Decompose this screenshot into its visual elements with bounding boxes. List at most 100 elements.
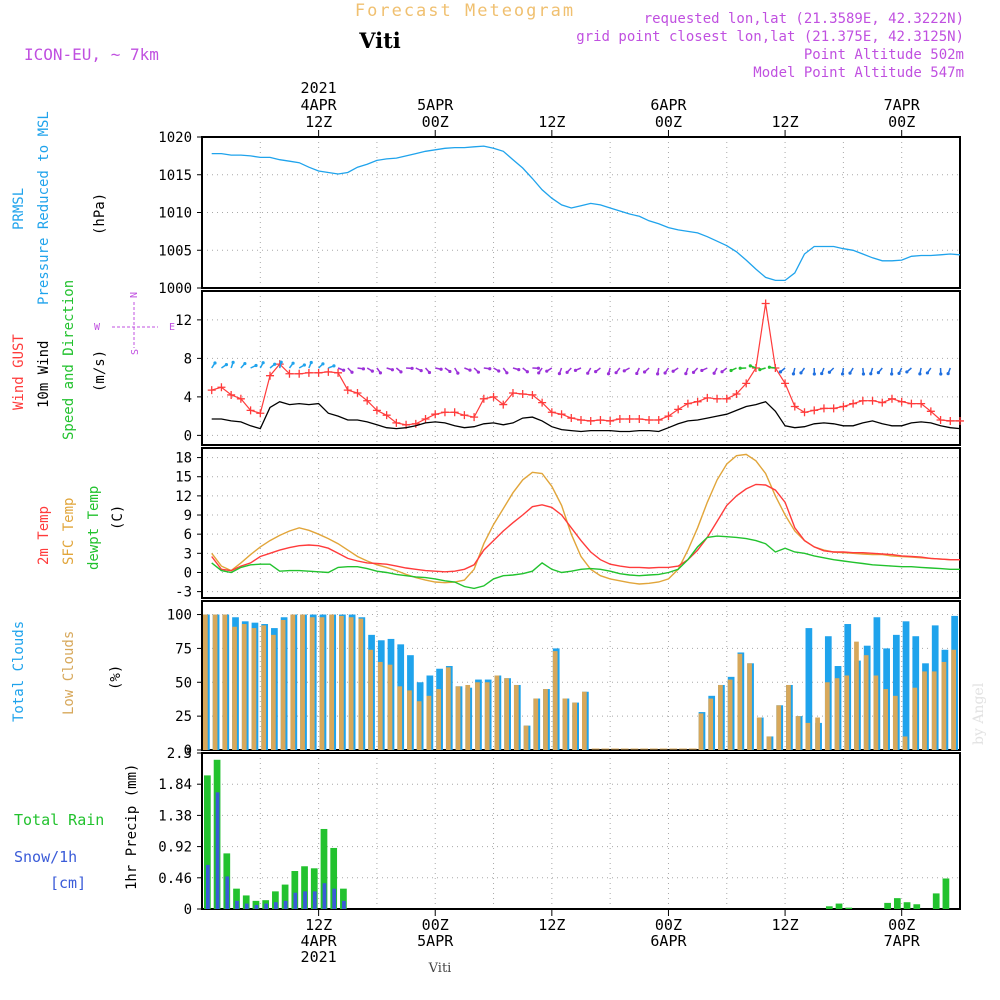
gust-marker — [508, 389, 517, 398]
temperature-ytick-label: -3 — [175, 585, 192, 601]
wind-10m-line — [211, 400, 961, 433]
wind-direction-arrowhead — [231, 360, 235, 364]
gust-marker — [722, 394, 731, 403]
low-cloud-bar — [212, 614, 218, 750]
clouds-ytick-label: 75 — [175, 641, 192, 657]
low-cloud-bar — [319, 617, 325, 750]
plot-layer: 1000100510101015102004812-30369121518025… — [158, 79, 964, 966]
snow-bar — [244, 903, 249, 909]
wind-direction-arrowhead — [918, 372, 922, 376]
low-cloud-bar — [854, 641, 859, 750]
rain-bar — [310, 868, 318, 909]
gust-marker — [810, 406, 819, 415]
wind-direction-arrowhead — [545, 369, 549, 373]
wind-direction-arrowhead — [517, 368, 521, 372]
low-cloud-bar — [863, 655, 869, 750]
wind-direction-arrowhead — [448, 369, 452, 374]
snow-bar — [215, 792, 220, 909]
snow-bar — [206, 864, 210, 909]
low-cloud-bar — [824, 682, 830, 750]
low-cloud-bar — [805, 722, 811, 750]
wind-direction-arrowhead — [848, 371, 852, 375]
top-xtick-label: 2021 — [301, 79, 337, 97]
gust-marker — [849, 399, 858, 408]
gust-marker — [479, 394, 488, 403]
pressure-panel-labels: PRMSL Pressure Reduced to MSL (hPa) — [11, 111, 108, 305]
bottom-xtick-label: 5APR — [417, 932, 454, 950]
snow-bar — [342, 900, 346, 909]
wind-ytick-label: 8 — [184, 351, 192, 367]
top-xtick-label: 12Z — [772, 113, 799, 131]
wind-direction-arrowhead — [642, 370, 647, 374]
clouds-ytick-label: 50 — [175, 675, 192, 691]
gust-marker — [868, 396, 877, 405]
watermark: by Angel — [971, 682, 987, 745]
wind-direction-arrowhead — [738, 366, 742, 370]
sfc-temp-label: SFC Temp — [61, 498, 77, 565]
rain-bar — [272, 891, 279, 909]
low-cloud-bar — [397, 686, 403, 750]
top-xtick-label: 7APR — [884, 96, 921, 114]
top-xtick-label: 5APR — [417, 96, 454, 114]
gust-marker — [295, 369, 304, 378]
low-cloud-bar — [494, 675, 500, 750]
gust-marker — [878, 398, 887, 407]
wind-direction-arrowhead — [791, 372, 796, 376]
low-cloud-bar — [339, 615, 344, 750]
low-cloud-bar — [912, 687, 918, 750]
low-cloud-bar — [416, 701, 422, 750]
gust-marker — [411, 419, 420, 428]
wind-direction-arrowhead — [758, 368, 762, 372]
rain-bar — [330, 847, 338, 909]
gust-marker — [742, 379, 751, 388]
top-xtick-label: 00Z — [888, 113, 915, 131]
pressure-unit: (hPa) — [92, 193, 108, 235]
gust-marker — [431, 410, 440, 419]
low-cloud-bar — [445, 667, 451, 750]
rain-bar — [825, 906, 833, 909]
precip-ytick-label: 2.3 — [167, 746, 192, 762]
gust-marker — [664, 412, 673, 421]
wind-direction-arrowhead — [456, 371, 460, 375]
snow-bar — [312, 891, 317, 909]
snow-bar — [283, 900, 288, 909]
low-cloud-bar — [815, 717, 820, 750]
gust-marker — [266, 371, 275, 380]
wind-direction-arrowhead — [606, 372, 611, 376]
gust-marker — [761, 299, 770, 308]
wind-direction-arrowhead — [729, 368, 733, 373]
gust-marker — [285, 369, 294, 378]
snow-bar — [293, 892, 298, 909]
rain-bar — [281, 884, 289, 909]
gust-marker — [547, 408, 556, 417]
bottom-xtick-label: 12Z — [772, 916, 799, 934]
total-cloud-bar — [902, 621, 910, 750]
gust-marker — [683, 399, 692, 408]
low-cloud-bar — [562, 698, 568, 750]
wind-direction-arrowhead — [254, 363, 258, 368]
total-rain-label: Total Rain — [14, 811, 104, 829]
low-cloud-bar — [475, 682, 480, 750]
gust-marker — [917, 399, 926, 408]
gust-marker — [528, 390, 537, 399]
wind-direction-arrowhead — [565, 370, 569, 374]
gust-marker — [450, 408, 459, 417]
gust-marker — [217, 383, 226, 392]
low-cloud-bar — [941, 661, 947, 750]
low-cloud-bar — [533, 698, 539, 750]
gust-marker — [236, 394, 245, 403]
gust-marker — [499, 400, 508, 409]
gust-marker — [256, 409, 265, 418]
wind-direction-arrowhead — [261, 361, 265, 365]
model-label: ICON-EU, ~ 7km — [24, 45, 159, 64]
low-cloud-bar — [426, 695, 432, 750]
low-cloud-bar — [523, 725, 529, 750]
gust-marker — [829, 404, 838, 413]
wind-direction-arrowhead — [939, 372, 943, 376]
rain-bar — [913, 904, 921, 909]
wind-direction-arrowhead — [243, 361, 247, 366]
rain-bar — [291, 871, 299, 909]
clouds-panel: 0 25 50 75 100 — [167, 600, 961, 759]
gust-marker — [839, 402, 848, 411]
gust-marker — [382, 411, 391, 420]
